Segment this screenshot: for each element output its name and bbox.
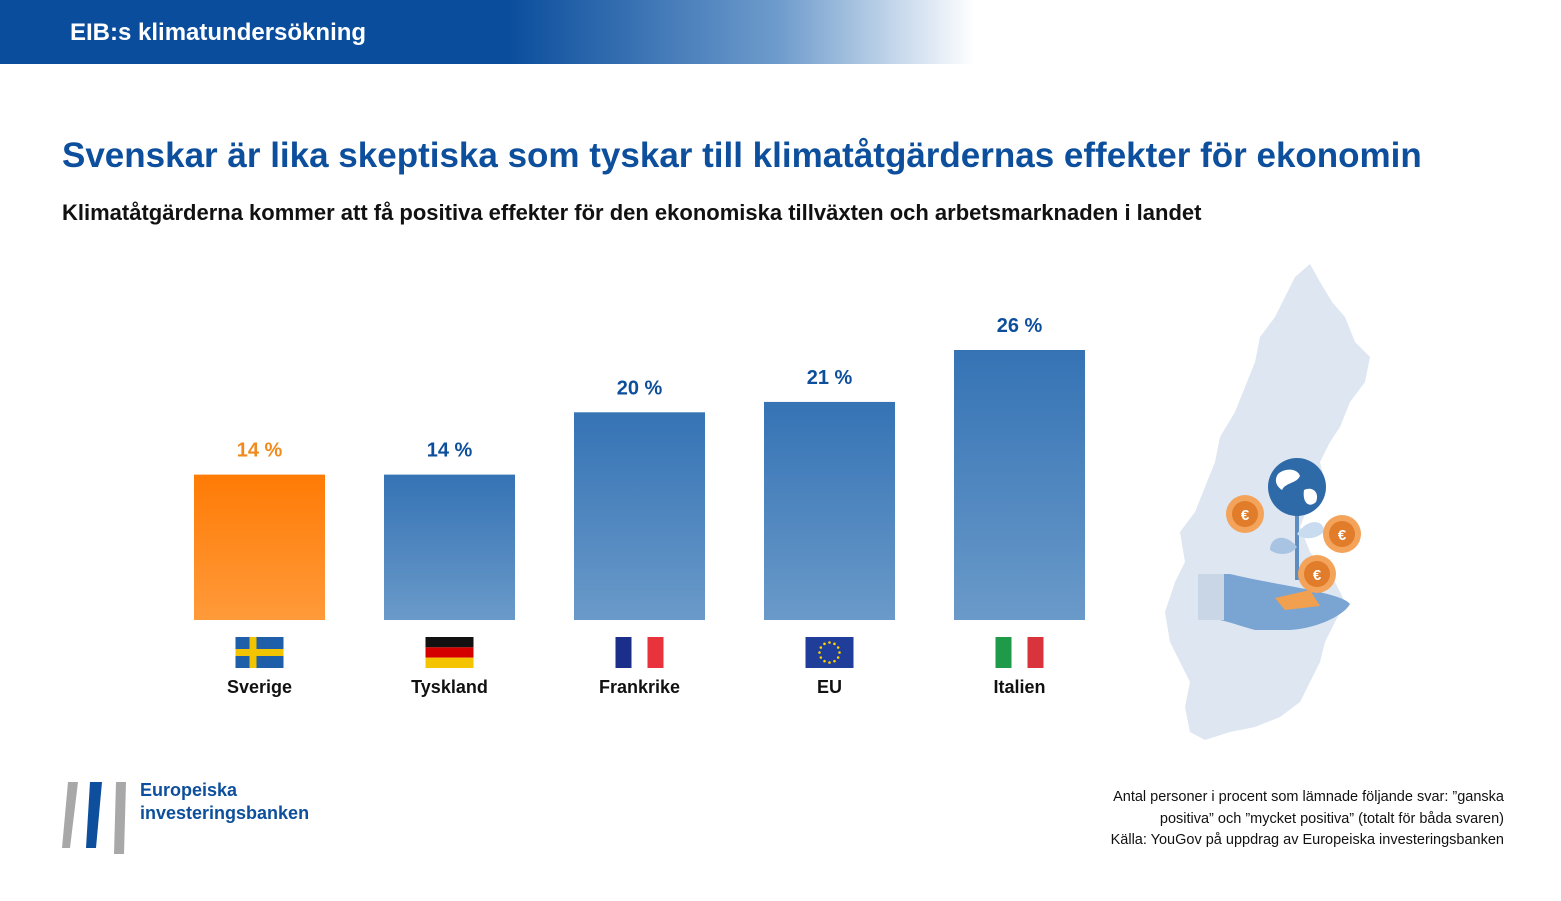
euro-coin-icon: €: [1323, 515, 1361, 553]
data-label: 20 %: [617, 377, 663, 399]
eib-logo: [62, 782, 126, 854]
euro-coin-icon: €: [1298, 555, 1336, 593]
flag-germany-icon: [425, 637, 474, 668]
data-label: 14 %: [237, 440, 283, 462]
bar-sverige: [194, 474, 325, 620]
hand-icon: [1198, 574, 1350, 630]
falling-coin-shape: [1275, 590, 1320, 610]
bar-frankrike: [574, 412, 705, 620]
data-label: 21 %: [807, 367, 853, 389]
category-label: Frankrike: [599, 677, 680, 697]
euro-coin-icon: €: [1226, 495, 1264, 533]
sweden-map-shape: [1165, 264, 1370, 740]
footnote-line-2: positiva” och ”mycket positiva” (totalt …: [1159, 810, 1504, 827]
header-title: EIB:s klimatundersökning: [70, 19, 367, 46]
flag-eu-icon: [805, 637, 854, 668]
chart-subtitle: Klimatåtgärderna kommer att få positiva …: [62, 200, 1202, 225]
data-label: 26 %: [997, 315, 1043, 337]
logo-line-2: investeringsbanken: [140, 803, 310, 823]
bar-eu: [764, 401, 895, 620]
svg-text:€: €: [1241, 507, 1250, 524]
logo-text: Europeiska investeringsbanken: [140, 779, 309, 825]
category-label: Sverige: [227, 677, 292, 697]
flag-sweden-icon: [235, 637, 284, 668]
category-label: Italien: [993, 677, 1045, 697]
footnote-line-3: Källa: YouGov på uppdrag av Europeiska i…: [1110, 832, 1504, 848]
sweden-map-illustration: € € €: [1165, 264, 1370, 740]
bar-tyskland: [384, 474, 515, 620]
category-label: EU: [817, 677, 842, 697]
bar-italien: [954, 350, 1085, 620]
logo-line-1: Europeiska: [140, 780, 238, 800]
plant-icon: [1270, 504, 1325, 580]
footnote-line-1: Antal personer i procent som lämnade föl…: [1113, 789, 1504, 805]
data-label: 14 %: [427, 440, 473, 462]
flag-france-icon: [615, 637, 664, 668]
svg-text:€: €: [1313, 567, 1322, 584]
page-title: Svenskar är lika skeptiska som tyskar ti…: [62, 136, 1422, 175]
globe-icon: [1268, 458, 1326, 516]
svg-text:€: €: [1338, 527, 1347, 544]
header-band: [0, 0, 975, 64]
category-label: Tyskland: [411, 677, 488, 697]
footnote: Antal personer i procent som lämnade föl…: [1034, 787, 1504, 852]
flag-italy-icon: [995, 637, 1044, 668]
